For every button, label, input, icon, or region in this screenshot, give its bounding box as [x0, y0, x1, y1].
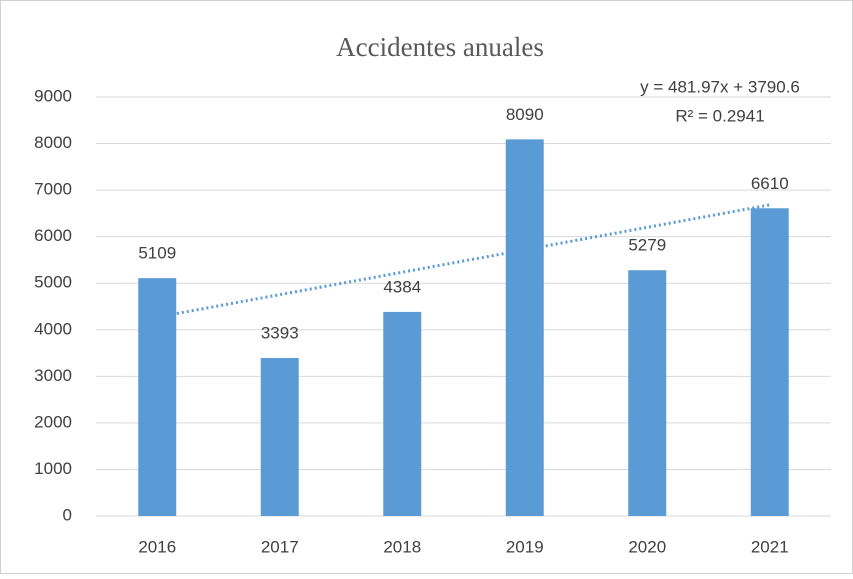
trend-equation: y = 481.97x + 3790.6	[640, 77, 800, 96]
y-tick-label: 1000	[34, 459, 72, 478]
x-tick-label: 2020	[628, 537, 666, 556]
data-label: 3393	[261, 324, 299, 343]
y-tick-label: 9000	[34, 86, 72, 105]
y-tick-label: 5000	[34, 273, 72, 292]
y-tick-label: 6000	[34, 226, 72, 245]
chart-title: Accidentes anuales	[336, 32, 544, 62]
trendline	[156, 203, 771, 319]
data-label: 8090	[506, 105, 544, 124]
y-tick-label: 7000	[34, 180, 72, 199]
data-label: 6610	[751, 174, 789, 193]
data-label: 5109	[138, 244, 176, 263]
bar	[260, 358, 299, 516]
x-tick-label: 2021	[751, 537, 789, 556]
trend-r2: R² = 0.2941	[675, 106, 764, 125]
y-tick-label: 0	[63, 505, 72, 524]
y-tick-label: 2000	[34, 412, 72, 431]
x-tick-label: 2017	[261, 537, 299, 556]
y-tick-label: 4000	[34, 319, 72, 338]
y-tick-label: 3000	[34, 366, 72, 385]
x-tick-label: 2016	[138, 537, 176, 556]
bar	[628, 270, 667, 516]
y-tick-label: 8000	[34, 133, 72, 152]
x-tick-label: 2019	[506, 537, 544, 556]
bar	[505, 139, 544, 517]
bar	[383, 311, 422, 516]
x-tick-label: 2018	[383, 537, 421, 556]
data-label: 5279	[628, 236, 666, 255]
bar	[750, 208, 789, 517]
bar	[138, 278, 177, 516]
data-label: 4384	[383, 277, 421, 296]
